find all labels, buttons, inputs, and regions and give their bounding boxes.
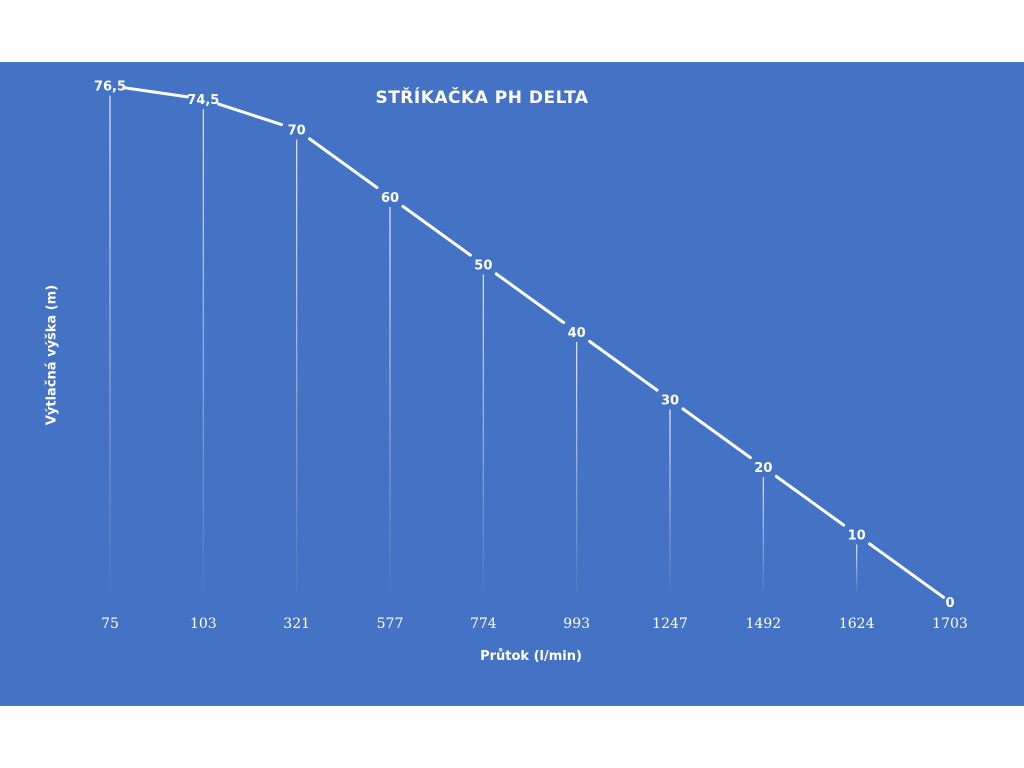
data-label: 50 [474, 259, 492, 274]
series-lines [122, 86, 946, 599]
data-label: 74,5 [187, 93, 219, 108]
chart-title: STŘÍKAČKA PH DELTA [375, 88, 589, 108]
x-tick-label: 993 [563, 616, 590, 632]
data-label: 70 [288, 124, 306, 139]
drop-line [296, 139, 298, 592]
series-line-segment [217, 102, 283, 127]
drop-line [389, 207, 391, 592]
drop-lines [109, 95, 858, 592]
data-label: 20 [754, 461, 772, 476]
series-line-segment [401, 204, 472, 257]
data-label: 60 [381, 191, 399, 206]
line-chart: 76,5 74,5 70 60 50 40 30 20 10 0 75 103 321 577 774 99… [94, 80, 968, 632]
drop-line [762, 477, 764, 592]
series-line-segment [308, 137, 379, 190]
data-label: 40 [568, 326, 586, 341]
x-axis-ticks: 75 103 321 577 774 993 1247 1492 1624 1703 [101, 616, 968, 632]
drop-line [669, 409, 671, 592]
x-tick-label: 1703 [932, 616, 968, 632]
data-label: 0 [945, 596, 954, 611]
series-line-segment [774, 474, 846, 527]
series-line-segment [588, 339, 659, 392]
data-label: 30 [661, 394, 679, 409]
series-line-segment [122, 86, 189, 99]
drop-line [202, 109, 204, 592]
data-label: 76,5 [94, 80, 126, 95]
data-label: 10 [848, 529, 866, 544]
x-tick-label: 103 [190, 616, 217, 632]
x-tick-label: 321 [283, 616, 310, 632]
x-tick-label: 1247 [652, 616, 688, 632]
drop-line [109, 95, 111, 592]
drop-line [576, 342, 578, 592]
drop-line [856, 544, 858, 592]
x-tick-label: 75 [101, 616, 119, 632]
series-line-segment [681, 407, 752, 460]
chart-area: STŘÍKAČKA PH DELTA Výtlačná výška (m) Pr… [0, 62, 1024, 706]
data-labels: 76,5 74,5 70 60 50 40 30 20 10 0 [94, 80, 955, 611]
drop-line [482, 274, 484, 592]
x-tick-label: 577 [377, 616, 404, 632]
series-line-segment [868, 542, 946, 599]
x-tick-label: 774 [470, 616, 497, 632]
x-tick-label: 1624 [839, 616, 875, 632]
x-axis-label: Průtok (l/min) [480, 649, 582, 664]
series-line-segment [494, 272, 566, 325]
x-tick-label: 1492 [746, 616, 782, 632]
